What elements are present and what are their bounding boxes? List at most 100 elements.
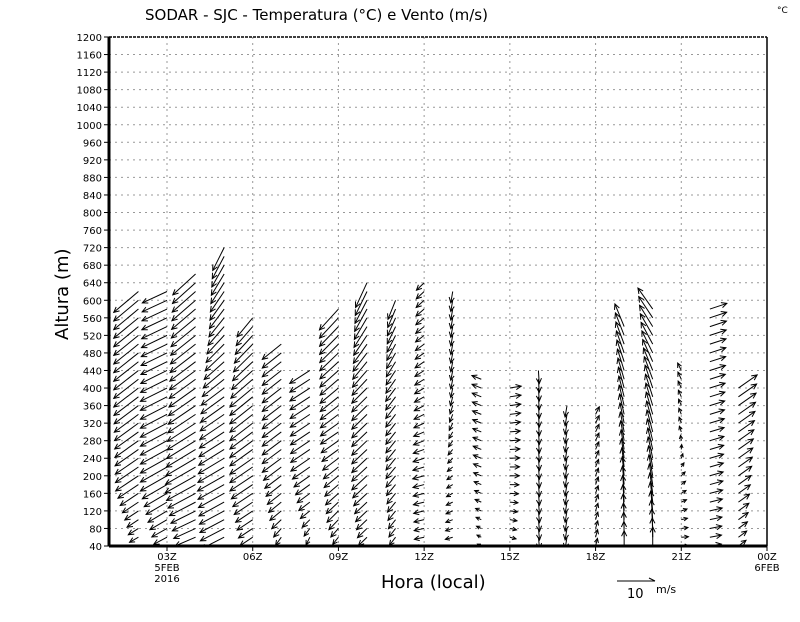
wind-arrow (449, 344, 454, 354)
y-tick-label: 960 (83, 138, 102, 149)
wind-arrow-shaft (230, 467, 253, 483)
wind-arrow (331, 528, 339, 537)
wind-arrow (201, 397, 224, 414)
wind-arrow-shaft (115, 467, 138, 483)
wind-arrow-shaft (262, 370, 281, 385)
wind-arrow (300, 511, 310, 519)
wind-arrow (352, 458, 367, 472)
wind-arrow (114, 335, 139, 355)
y-tick-label: 1000 (77, 121, 102, 132)
wind-arrow (448, 449, 453, 455)
wind-arrow (449, 292, 454, 303)
wind-arrow-shaft (172, 292, 195, 313)
wind-arrow (114, 309, 139, 330)
wind-arrow (710, 471, 723, 476)
wind-arrow-shaft (262, 449, 281, 463)
wind-arrow-shaft (115, 441, 139, 458)
wind-arrow (414, 397, 424, 402)
wind-arrow-head (122, 508, 128, 513)
wind-arrow-head (386, 379, 391, 385)
wind-arrow (304, 528, 310, 536)
wind-arrow-shaft (352, 397, 367, 412)
wind-arrow-shaft (198, 493, 224, 507)
wind-arrow-shaft (140, 441, 167, 455)
wind-arrow-head (231, 494, 237, 499)
wind-arrow (414, 423, 424, 428)
wind-arrow (681, 535, 688, 539)
wind-arrow-shaft (198, 485, 224, 500)
x-tick-label: 03Z (157, 552, 177, 563)
wind-arrow (352, 467, 367, 481)
wind-arrow (738, 531, 746, 537)
wind-arrow (236, 511, 253, 522)
wind-arrow (710, 338, 726, 344)
wind-arrow (262, 432, 281, 446)
wind-arrow (476, 517, 481, 520)
wind-arrow (449, 353, 454, 363)
wind-arrow (306, 537, 310, 545)
wind-arrow (140, 467, 167, 482)
wind-arrow (389, 528, 396, 537)
wind-arrow-head (167, 453, 173, 458)
wind-arrow (262, 414, 281, 428)
wind-arrow (449, 370, 454, 380)
wind-arrow (510, 429, 520, 434)
wind-arrow-shaft (122, 502, 138, 513)
wind-arrow-head (237, 525, 243, 530)
wind-arrow-shaft (352, 423, 367, 438)
wind-arrow (477, 526, 482, 529)
wind-arrow (320, 414, 338, 427)
wind-arrow (230, 458, 253, 474)
wind-arrow (172, 300, 196, 320)
wind-arrow (262, 344, 281, 359)
wind-arrow (710, 480, 723, 485)
wind-arrow-shaft (267, 493, 281, 504)
wind-arrow (262, 388, 281, 403)
wind-arrow-shaft (114, 327, 139, 347)
y-tick-label: 840 (83, 191, 102, 202)
wind-arrow-shaft (237, 318, 253, 337)
wind-arrow (681, 517, 687, 521)
wind-arrow-shaft (738, 448, 752, 458)
wind-arrow-shaft (118, 485, 139, 499)
wind-arrow (738, 466, 751, 476)
wind-arrow-shaft (115, 458, 138, 474)
wind-arrow (320, 388, 338, 403)
y-tick-label: 1040 (77, 103, 102, 114)
wind-arrow-shaft (352, 414, 367, 429)
wind-arrow-shaft (262, 458, 281, 472)
wind-arrow (130, 537, 139, 542)
wind-arrow (710, 365, 726, 371)
y-tick-label: 680 (83, 261, 102, 272)
wind-arrow-head (236, 517, 242, 522)
wind-arrow (320, 327, 339, 347)
wind-arrow-head (354, 341, 359, 347)
wind-arrow (230, 441, 253, 458)
wind-arrow-head (128, 530, 134, 535)
wind-arrow (114, 327, 139, 347)
wind-arrow (416, 335, 425, 342)
wind-arrow (738, 503, 748, 511)
wind-arrow (115, 449, 138, 465)
wind-arrow (358, 528, 368, 537)
wind-arrow-shaft (294, 476, 310, 487)
wind-arrow-shaft (171, 327, 196, 347)
wind-arrow (710, 453, 724, 458)
wind-arrow (115, 441, 139, 458)
wind-arrow (710, 347, 726, 353)
wind-arrow (415, 379, 424, 385)
x-tick-label: 00Z (757, 552, 777, 563)
corner-unit-label: °C (777, 6, 788, 16)
wind-arrow-shaft (262, 406, 281, 421)
wind-arrow (388, 520, 395, 529)
wind-arrow (230, 476, 253, 491)
wind-arrow (386, 370, 395, 384)
wind-arrow-shaft (140, 432, 167, 446)
wind-arrow (449, 406, 453, 414)
y-tick-label: 240 (83, 454, 102, 465)
wind-arrow-shaft (171, 318, 195, 338)
wind-arrow (140, 414, 167, 428)
y-tick-label: 280 (83, 437, 102, 448)
wind-arrow (415, 388, 425, 394)
wind-arrow (510, 491, 519, 495)
